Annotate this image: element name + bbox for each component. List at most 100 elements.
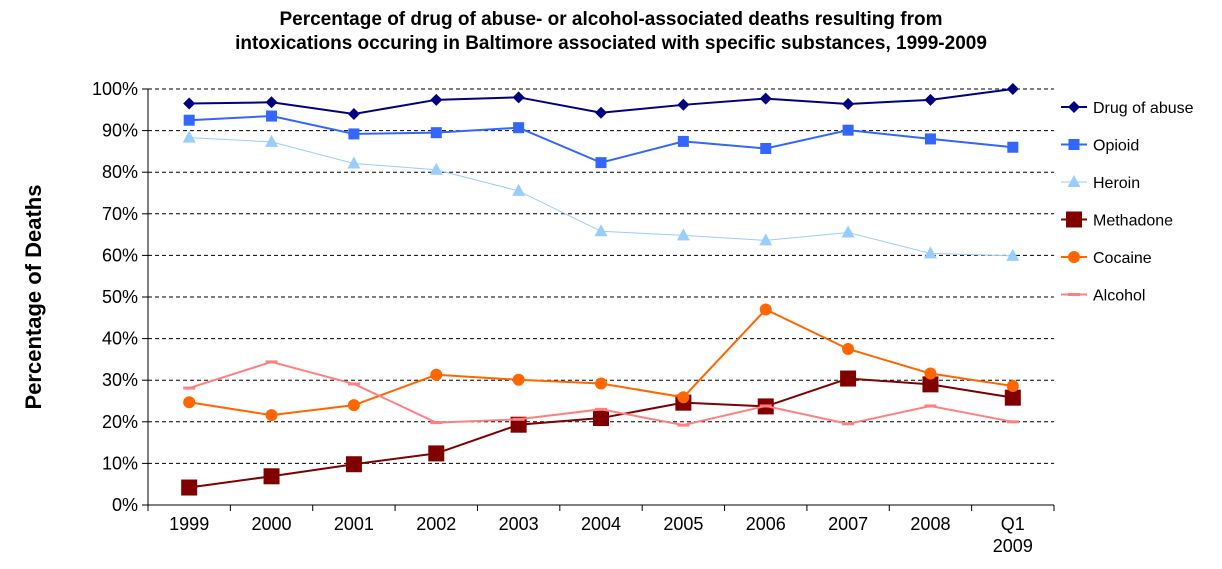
x-tick-label: 2003 bbox=[499, 514, 539, 534]
data-point bbox=[347, 399, 360, 412]
legend-label: Drug of abuse bbox=[1093, 100, 1194, 117]
data-point bbox=[428, 445, 445, 462]
data-point bbox=[594, 224, 608, 237]
data-point bbox=[430, 368, 443, 381]
legend-entry: Drug of abuse bbox=[1061, 100, 1194, 117]
data-point bbox=[183, 97, 196, 110]
data-point bbox=[595, 377, 607, 390]
data-point bbox=[841, 225, 855, 238]
grid-lines bbox=[148, 88, 1054, 464]
data-point bbox=[1068, 293, 1080, 296]
data-point bbox=[595, 106, 607, 119]
x-tick-label: 2004 bbox=[581, 514, 621, 534]
data-point bbox=[1007, 141, 1019, 153]
series-line bbox=[189, 308, 1013, 417]
series-heroin bbox=[182, 130, 1020, 261]
data-point bbox=[181, 479, 198, 496]
data-point bbox=[512, 373, 525, 386]
data-point bbox=[348, 128, 360, 140]
data-point bbox=[1006, 420, 1019, 424]
y-tick-label: 60% bbox=[102, 245, 138, 265]
legend-label: Alcohol bbox=[1093, 288, 1145, 305]
data-point bbox=[430, 127, 442, 139]
x-tick-label: 2001 bbox=[334, 514, 374, 534]
legend-entry: Opioid bbox=[1061, 138, 1139, 155]
series-drug-of-abuse bbox=[183, 83, 1019, 120]
data-point bbox=[924, 93, 937, 106]
series-line bbox=[189, 377, 1013, 489]
y-tick-label: 0% bbox=[112, 495, 138, 515]
chart-title: Percentage of drug of abuse- or alcohol-… bbox=[0, 8, 1222, 56]
data-point bbox=[1004, 389, 1021, 406]
data-point bbox=[183, 396, 196, 409]
y-tick-label: 30% bbox=[102, 370, 138, 390]
data-point bbox=[265, 96, 278, 109]
x-tick-label: Q1 2009 bbox=[993, 514, 1033, 556]
data-point bbox=[677, 98, 690, 111]
y-tick-labels: 0% 10% 20% 30% 40% 50% 60% 70% 80% 90% 100% bbox=[92, 79, 138, 515]
y-tick-label: 50% bbox=[102, 287, 138, 307]
data-point bbox=[512, 183, 526, 196]
y-tick-label: 20% bbox=[102, 412, 138, 432]
data-point bbox=[429, 162, 443, 175]
data-point bbox=[1067, 175, 1081, 187]
y-tick-label: 10% bbox=[102, 453, 138, 473]
data-point bbox=[512, 91, 525, 104]
data-point bbox=[840, 370, 857, 387]
data-point bbox=[593, 410, 609, 427]
data-point bbox=[512, 417, 525, 421]
data-point bbox=[265, 409, 278, 422]
data-point bbox=[1068, 101, 1080, 113]
plot-series bbox=[181, 83, 1021, 496]
y-tick-label: 40% bbox=[102, 329, 138, 349]
legend-entry: Alcohol bbox=[1061, 288, 1145, 305]
data-point bbox=[265, 360, 278, 364]
data-point bbox=[842, 422, 855, 426]
data-point bbox=[1006, 83, 1019, 95]
x-tick-label: 2002 bbox=[416, 514, 456, 534]
data-point bbox=[347, 382, 360, 386]
data-point bbox=[1066, 211, 1082, 228]
chart-title-line-1: Percentage of drug of abuse- or alcohol-… bbox=[279, 9, 943, 30]
data-point bbox=[759, 233, 773, 246]
legend-label: Cocaine bbox=[1093, 250, 1152, 267]
x-tick-labels: 1999 2000 2001 2002 2003 2004 2005 2006 2007 2008… bbox=[169, 514, 1033, 556]
x-tick-label: 2005 bbox=[663, 514, 703, 534]
series-line bbox=[189, 115, 1013, 164]
data-point bbox=[513, 122, 525, 134]
y-tick-label: 70% bbox=[102, 204, 138, 224]
legend-entry: Heroin bbox=[1061, 175, 1140, 192]
y-tick-label: 80% bbox=[102, 162, 138, 182]
data-point bbox=[923, 246, 937, 259]
data-point bbox=[266, 110, 278, 122]
y-tick-label: 90% bbox=[102, 121, 138, 141]
data-point bbox=[347, 156, 361, 169]
data-point bbox=[595, 157, 607, 169]
legend-label: Methadone bbox=[1093, 213, 1173, 230]
data-point bbox=[263, 468, 280, 485]
legend-entry: Cocaine bbox=[1061, 250, 1152, 267]
data-point bbox=[1006, 380, 1019, 393]
data-point bbox=[759, 92, 772, 105]
x-tick-label: 2007 bbox=[828, 514, 868, 534]
x-tick-label: 2000 bbox=[252, 514, 292, 534]
data-point bbox=[430, 93, 443, 106]
data-point bbox=[924, 133, 936, 145]
data-point bbox=[677, 135, 689, 147]
series-opioid bbox=[183, 110, 1019, 169]
x-tick-label: 1999 bbox=[169, 514, 209, 534]
x-tick-label: 2006 bbox=[746, 514, 786, 534]
data-point bbox=[265, 134, 279, 147]
data-point bbox=[183, 114, 195, 126]
data-point bbox=[924, 367, 937, 380]
data-point bbox=[1006, 248, 1020, 261]
data-point bbox=[677, 391, 690, 404]
series-alcohol bbox=[183, 360, 1019, 427]
data-point bbox=[595, 407, 607, 411]
data-point bbox=[922, 376, 939, 393]
data-point bbox=[183, 386, 196, 390]
legend-label: Heroin bbox=[1093, 175, 1140, 192]
data-point bbox=[1068, 139, 1080, 150]
data-point bbox=[759, 404, 772, 408]
